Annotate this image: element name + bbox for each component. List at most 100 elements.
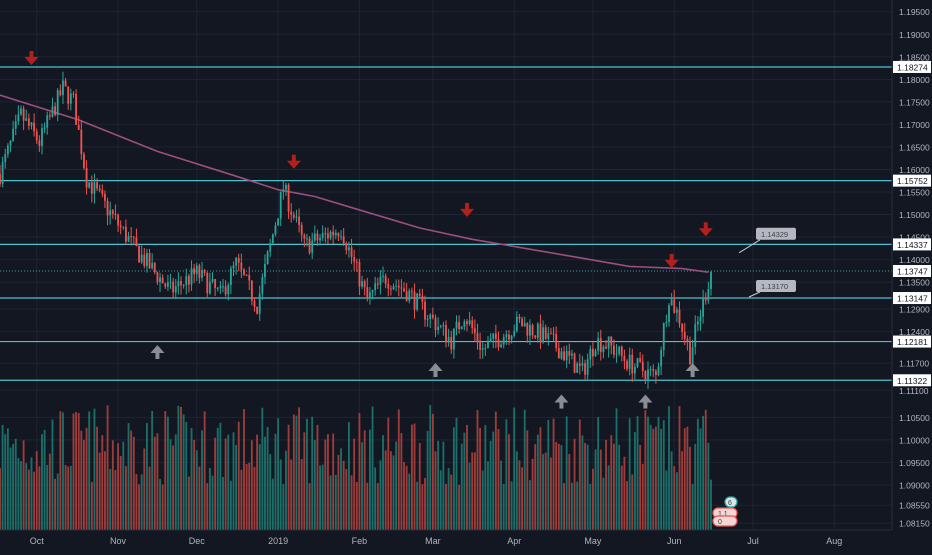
- candle-body: [686, 338, 689, 342]
- time-axis-bg: [0, 530, 892, 550]
- volume-bar: [602, 477, 605, 530]
- candle-body: [298, 216, 301, 225]
- volume-bar: [143, 448, 146, 530]
- volume-bar: [361, 442, 363, 530]
- candle-body: [306, 238, 308, 240]
- volume-bar: [290, 459, 293, 530]
- candle-body: [426, 318, 429, 320]
- candle-body: [547, 333, 550, 339]
- candle-body: [83, 154, 85, 168]
- candle-body: [156, 272, 159, 283]
- volume-bar: [463, 432, 466, 530]
- volume-bar: [691, 483, 694, 530]
- volume-bar: [408, 473, 411, 530]
- candle-body: [450, 336, 453, 350]
- candle-body: [69, 93, 72, 104]
- price-tick-label: 1.10000: [899, 435, 930, 445]
- candle-body: [550, 333, 552, 335]
- volume-bar: [410, 424, 413, 530]
- volume-bar: [573, 438, 576, 530]
- price-tick-label: 1.11700: [899, 359, 929, 369]
- volume-bar: [594, 449, 597, 530]
- volume-bar: [101, 435, 104, 530]
- price-tick-label: 1.19500: [899, 7, 930, 17]
- volume-bar: [319, 465, 321, 530]
- volume-bar: [678, 406, 681, 530]
- candle-body: [665, 322, 668, 324]
- volume-bar: [75, 411, 78, 530]
- time-tick-label: Mar: [425, 536, 441, 546]
- volume-bar: [261, 407, 264, 530]
- candle-body: [190, 268, 193, 285]
- callout-box[interactable]: [755, 279, 796, 292]
- volume-bar: [473, 452, 476, 530]
- volume-bar: [610, 435, 613, 530]
- candle-body: [521, 318, 524, 327]
- volume-bar: [431, 413, 434, 530]
- arrow-up-icon: [150, 344, 165, 359]
- level-label: 1.14337: [897, 240, 928, 250]
- arrow-down-shaft: [464, 202, 469, 210]
- candle-body: [12, 128, 15, 141]
- callout-box[interactable]: [755, 227, 796, 240]
- arrow-down-head: [459, 208, 474, 217]
- candle-body: [51, 106, 54, 117]
- arrow-down-head: [24, 57, 39, 66]
- time-tick-label: May: [584, 536, 602, 546]
- time-axis: Oct Nov Dec 2019 Feb Mar Apr May Jun Jul Aug: [0, 529, 892, 550]
- volume-bar: [557, 443, 560, 530]
- candle-body: [421, 295, 424, 302]
- candle-body: [334, 232, 337, 236]
- candle-body: [135, 237, 138, 247]
- candle-body: [256, 306, 259, 314]
- candle-body: [678, 309, 681, 324]
- candle-body: [615, 353, 618, 355]
- volume-bar: [93, 408, 96, 530]
- volume-bar: [201, 430, 203, 530]
- volume-bar: [521, 467, 524, 530]
- volume-bar: [316, 424, 319, 530]
- volume-bar: [494, 411, 497, 530]
- volume-bar: [219, 422, 222, 530]
- arrow-up-head: [685, 363, 700, 372]
- volume-bar: [366, 482, 369, 530]
- volume-bar: [161, 484, 164, 530]
- candle-body: [487, 341, 489, 349]
- candle-body: [104, 193, 106, 201]
- volume-bar: [122, 441, 125, 530]
- volume-bar: [109, 469, 112, 530]
- volume-bar: [313, 440, 316, 530]
- volume-bar: [140, 474, 143, 530]
- candle-body: [494, 333, 497, 340]
- candle-body: [710, 271, 712, 290]
- candle-body: [431, 314, 434, 318]
- price-tick-label: 1.17000: [899, 120, 930, 130]
- candle-body: [620, 346, 623, 356]
- volume-bar: [27, 469, 30, 530]
- candle-body: [675, 309, 678, 313]
- candle-body: [235, 257, 238, 266]
- candle-body: [355, 261, 358, 263]
- volume-bar: [311, 416, 314, 530]
- volume-bar: [550, 457, 552, 530]
- candle-body: [67, 86, 70, 104]
- volume-bar: [489, 440, 492, 530]
- volume-bar: [190, 428, 193, 530]
- volume-bar: [668, 406, 670, 530]
- volume-bar: [67, 466, 70, 530]
- price-tick-label: 1.16000: [899, 165, 930, 175]
- volume-bar: [523, 409, 526, 530]
- candle-body: [529, 325, 531, 336]
- candle-body: [555, 334, 558, 348]
- volume-bar: [555, 442, 558, 530]
- candle-body: [211, 279, 214, 282]
- volume-bar: [618, 444, 621, 530]
- candle-body: [159, 277, 161, 283]
- volume-bar: [696, 418, 699, 530]
- candle-body: [295, 216, 298, 218]
- volume-bar: [576, 481, 579, 530]
- candle-body: [161, 277, 164, 284]
- candle-body: [458, 321, 461, 330]
